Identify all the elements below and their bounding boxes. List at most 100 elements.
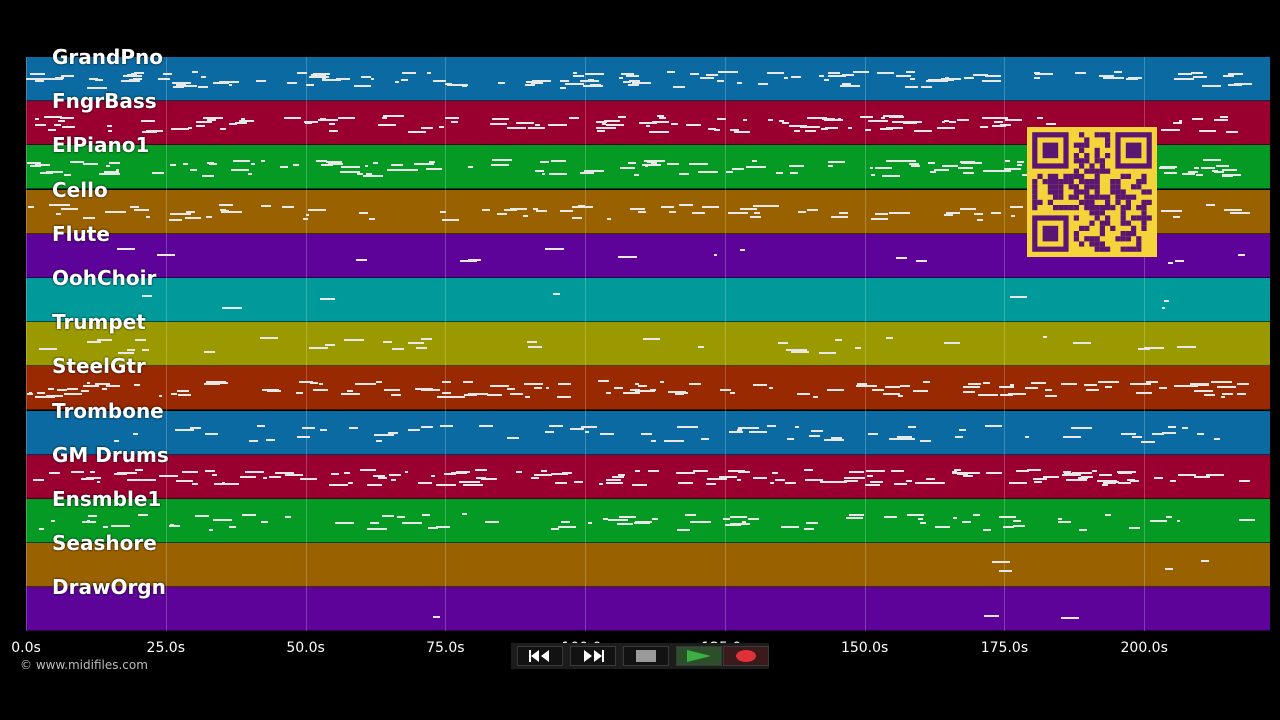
midi-note — [329, 129, 338, 132]
midi-note — [152, 171, 164, 174]
track-lane — [26, 543, 1270, 588]
track-label: DrawOrgn — [52, 575, 166, 600]
midi-note — [828, 72, 841, 75]
midi-note — [382, 341, 392, 344]
midi-note — [49, 472, 61, 475]
midi-note — [959, 161, 975, 164]
midi-note — [523, 382, 544, 385]
midi-note — [295, 391, 304, 394]
midi-note — [707, 477, 727, 480]
midi-note — [402, 72, 417, 74]
midi-note — [934, 168, 950, 171]
midi-note — [864, 484, 881, 487]
midi-note — [425, 168, 442, 171]
midi-note — [116, 248, 135, 251]
midi-note — [482, 209, 491, 212]
midi-note — [659, 381, 664, 384]
midi-note — [527, 346, 543, 349]
midi-note — [1104, 385, 1112, 388]
midi-note — [83, 162, 99, 165]
midi-note — [83, 216, 95, 219]
midi-note — [486, 393, 502, 396]
midi-note — [1217, 386, 1236, 389]
midi-note — [620, 167, 636, 170]
midi-note — [528, 127, 546, 130]
midi-note — [435, 484, 457, 487]
midi-note — [71, 471, 85, 474]
midi-note — [1044, 389, 1052, 392]
midi-note — [677, 425, 698, 428]
fast-forward-button[interactable] — [570, 646, 616, 666]
track-lane — [26, 454, 1270, 499]
midi-note — [840, 84, 861, 87]
midi-note — [40, 172, 54, 175]
midi-note — [798, 210, 807, 213]
midi-note — [668, 390, 686, 393]
midi-note — [361, 76, 371, 79]
midi-note — [737, 429, 743, 432]
midi-note — [308, 209, 326, 212]
play-button[interactable] — [676, 646, 722, 666]
midi-note — [598, 380, 610, 383]
midi-note — [1161, 129, 1180, 132]
midi-note — [949, 120, 956, 123]
midi-note — [1236, 383, 1250, 386]
midi-note — [1060, 616, 1079, 619]
midi-note — [1193, 475, 1210, 478]
midi-note — [571, 216, 582, 219]
midi-note — [847, 74, 854, 77]
midi-note — [993, 121, 1003, 124]
midi-note — [1105, 514, 1112, 517]
midi-note — [957, 472, 968, 475]
midi-note — [281, 205, 294, 208]
midi-note — [719, 475, 737, 478]
midi-note — [344, 471, 351, 474]
midi-note — [1222, 174, 1232, 177]
midi-note — [451, 471, 468, 474]
midi-note — [886, 336, 893, 339]
midi-note — [1174, 384, 1184, 387]
midi-note — [1224, 209, 1242, 212]
midi-note — [973, 514, 980, 517]
midi-note — [244, 470, 264, 473]
midi-note — [169, 164, 177, 167]
midi-note — [1165, 568, 1174, 571]
midi-note — [985, 425, 1003, 428]
midi-note — [205, 469, 216, 472]
midi-note — [1182, 426, 1188, 429]
midi-note — [729, 522, 750, 525]
midi-note — [827, 164, 833, 167]
midi-note — [866, 469, 886, 472]
midi-note — [34, 80, 44, 83]
midi-note — [804, 478, 824, 481]
stop-button[interactable] — [623, 646, 669, 666]
midi-note — [605, 478, 621, 481]
record-button[interactable] — [723, 646, 769, 666]
midi-note — [614, 387, 623, 390]
midi-note — [27, 206, 34, 209]
midi-note — [752, 477, 767, 480]
midi-note — [46, 77, 64, 80]
midi-note — [243, 119, 254, 122]
midi-note — [1017, 164, 1023, 167]
midi-note — [598, 482, 604, 485]
midi-note — [1042, 336, 1048, 339]
midi-note — [204, 351, 216, 354]
midi-note — [698, 345, 704, 348]
midi-note — [907, 513, 925, 516]
midi-note — [1191, 383, 1210, 386]
midi-note — [414, 162, 434, 165]
midi-note — [621, 72, 635, 75]
midi-note — [309, 382, 319, 385]
midi-note — [156, 253, 176, 256]
midi-note — [737, 427, 759, 430]
midi-note — [929, 170, 936, 173]
midi-note — [99, 173, 106, 176]
midi-note — [317, 119, 338, 122]
midi-note — [525, 396, 530, 399]
midi-note — [893, 482, 907, 485]
midi-note — [634, 470, 640, 472]
rewind-button[interactable] — [517, 646, 563, 666]
midi-note — [646, 163, 654, 166]
midi-note — [523, 215, 529, 218]
